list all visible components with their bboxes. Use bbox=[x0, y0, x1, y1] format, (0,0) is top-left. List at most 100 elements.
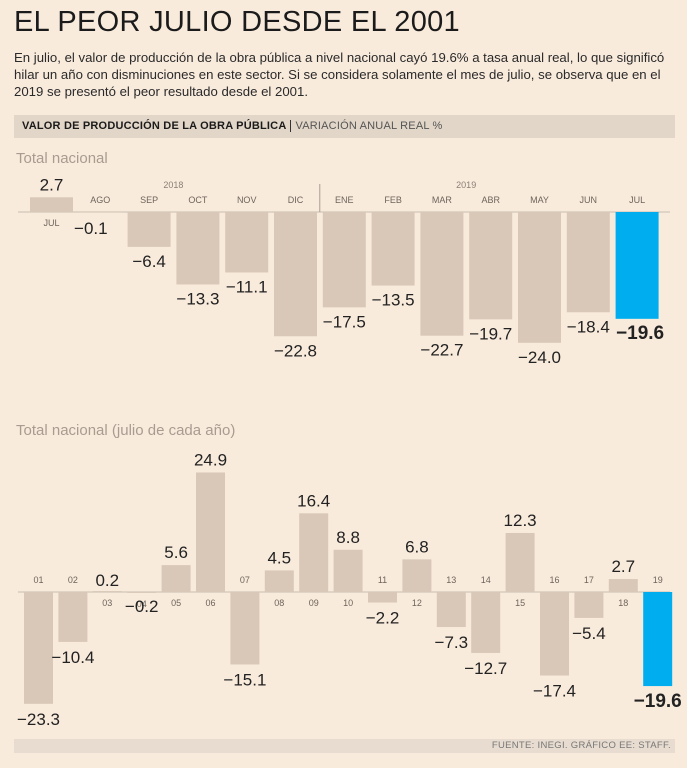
value-label: 16.4 bbox=[297, 491, 330, 510]
category-label: MAR bbox=[432, 195, 453, 205]
category-label: 04 bbox=[137, 599, 147, 609]
bar bbox=[299, 513, 329, 592]
headline: EL PEOR JULIO DESDE EL 2001 bbox=[14, 6, 460, 38]
bar bbox=[30, 197, 73, 212]
category-label: ENE bbox=[335, 195, 354, 205]
value-label: 5.6 bbox=[164, 543, 188, 562]
bar bbox=[127, 212, 171, 247]
bar bbox=[274, 212, 317, 337]
value-label: −6.4 bbox=[132, 252, 166, 271]
value-label: 8.8 bbox=[336, 528, 360, 547]
value-label: −22.8 bbox=[274, 341, 317, 360]
bar bbox=[402, 559, 432, 592]
value-label: −23.3 bbox=[17, 710, 60, 729]
value-label: 4.5 bbox=[267, 548, 291, 567]
value-label: −22.7 bbox=[420, 341, 463, 360]
category-label: DIC bbox=[288, 195, 304, 205]
category-label: 14 bbox=[481, 575, 491, 585]
value-label: −11.1 bbox=[226, 277, 268, 296]
bar bbox=[196, 472, 225, 592]
section-divider bbox=[290, 120, 292, 133]
category-label: JUN bbox=[580, 195, 598, 205]
bar bbox=[505, 532, 535, 592]
value-label: −19.7 bbox=[469, 324, 512, 343]
category-label: 10 bbox=[343, 598, 353, 608]
bar bbox=[24, 592, 53, 704]
value-label: −5.4 bbox=[572, 624, 606, 643]
bar bbox=[540, 592, 569, 676]
bar bbox=[264, 570, 294, 592]
july-bar-chart: Total nacional (julio de cada año) 01 −23.… bbox=[16, 422, 682, 729]
value-label: −19.6 bbox=[634, 691, 682, 712]
category-label: JUL bbox=[43, 218, 59, 228]
value-label: −17.4 bbox=[533, 682, 576, 701]
value-label: −2.2 bbox=[366, 609, 400, 628]
bar bbox=[230, 592, 260, 665]
value-label: −13.3 bbox=[176, 289, 219, 308]
category-label: 13 bbox=[446, 575, 456, 585]
bar bbox=[161, 565, 191, 592]
bar bbox=[78, 212, 122, 213]
bar bbox=[469, 212, 513, 320]
value-label: −13.5 bbox=[372, 291, 415, 310]
bar bbox=[420, 212, 464, 336]
category-label: SEP bbox=[140, 195, 158, 205]
category-label: 08 bbox=[274, 598, 284, 608]
value-label: −24.0 bbox=[518, 348, 561, 367]
value-label: −7.3 bbox=[435, 633, 469, 652]
category-label: 18 bbox=[618, 598, 628, 608]
bar bbox=[608, 579, 638, 592]
bar bbox=[436, 592, 466, 628]
bar bbox=[471, 592, 501, 653]
year-label-2018: 2018 bbox=[163, 180, 183, 190]
bar bbox=[58, 592, 88, 642]
category-label: 15 bbox=[515, 598, 525, 608]
category-label: 01 bbox=[33, 575, 43, 585]
bar bbox=[566, 212, 610, 313]
bar bbox=[333, 549, 363, 592]
section-subtitle: VARIACIÓN ANUAL REAL % bbox=[295, 120, 443, 132]
category-label: 07 bbox=[240, 575, 250, 585]
category-label: 19 bbox=[653, 575, 663, 585]
category-label: 06 bbox=[205, 598, 215, 608]
category-label: 12 bbox=[412, 598, 422, 608]
value-label: −19.6 bbox=[616, 323, 664, 344]
value-label: −18.4 bbox=[567, 317, 610, 336]
chart-title: Total nacional bbox=[16, 150, 108, 167]
bar bbox=[643, 592, 673, 687]
chart-title: Total nacional (julio de cada año) bbox=[16, 422, 235, 439]
value-label: 0.2 bbox=[95, 571, 119, 590]
category-label: NOV bbox=[237, 195, 257, 205]
category-label: JUL bbox=[629, 195, 645, 205]
bar bbox=[518, 212, 561, 343]
category-label: FEB bbox=[384, 195, 402, 205]
category-label: OCT bbox=[188, 195, 208, 205]
value-label: −0.2 bbox=[125, 597, 159, 616]
value-label: −12.7 bbox=[464, 659, 507, 678]
category-label: ABR bbox=[481, 195, 500, 205]
intro-paragraph: En julio, el valor de producción de la o… bbox=[14, 50, 665, 99]
category-label: 02 bbox=[68, 575, 78, 585]
value-label: −15.1 bbox=[223, 670, 266, 689]
category-label: 05 bbox=[171, 598, 181, 608]
category-label: 11 bbox=[378, 575, 387, 585]
bar bbox=[322, 212, 366, 308]
bar bbox=[371, 212, 415, 286]
category-label: AGO bbox=[90, 195, 110, 205]
category-label: 16 bbox=[549, 575, 559, 585]
bar bbox=[92, 591, 122, 592]
value-label: 24.9 bbox=[194, 450, 227, 469]
bar bbox=[176, 212, 220, 285]
category-label: 17 bbox=[584, 575, 594, 585]
value-label: −17.5 bbox=[323, 312, 366, 331]
bar bbox=[574, 592, 604, 618]
section-header: VALOR DE PRODUCCIÓN DE LA OBRA PÚBLICA VA… bbox=[14, 115, 675, 138]
category-label: MAY bbox=[530, 195, 549, 205]
source-note: FUENTE: INEGI. GRÁFICO EE: STAFF. bbox=[491, 740, 671, 751]
value-label: −0.1 bbox=[74, 219, 108, 238]
value-label: 2.7 bbox=[40, 175, 64, 194]
category-label: 03 bbox=[102, 598, 112, 608]
value-label: 2.7 bbox=[611, 557, 635, 576]
footer-bar bbox=[14, 739, 675, 753]
value-label: 6.8 bbox=[405, 537, 429, 556]
